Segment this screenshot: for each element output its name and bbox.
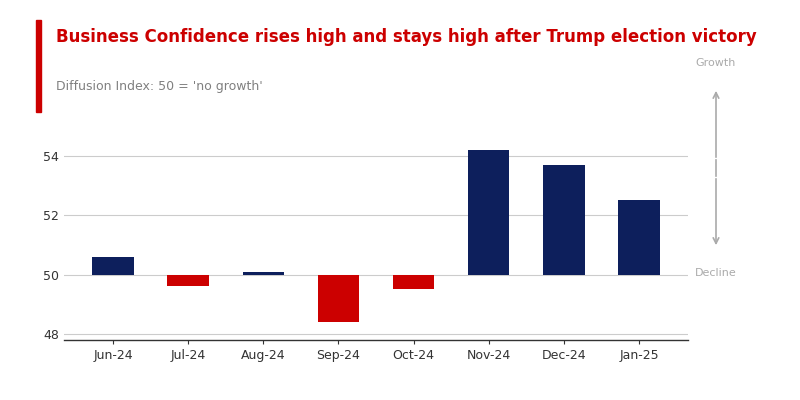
Bar [618, 200, 660, 274]
Text: Growth: Growth [696, 58, 736, 68]
Text: Decline: Decline [695, 268, 737, 278]
Text: Diffusion Index: 50 = 'no growth': Diffusion Index: 50 = 'no growth' [56, 80, 262, 93]
Bar [393, 274, 434, 290]
Bar [543, 164, 585, 274]
Bar [242, 272, 284, 274]
Bar [468, 150, 510, 274]
Text: Business Confidence rises high and stays high after Trump election victory: Business Confidence rises high and stays… [56, 28, 757, 46]
Bar [92, 257, 134, 274]
Bar [318, 274, 359, 322]
Bar [167, 274, 209, 286]
